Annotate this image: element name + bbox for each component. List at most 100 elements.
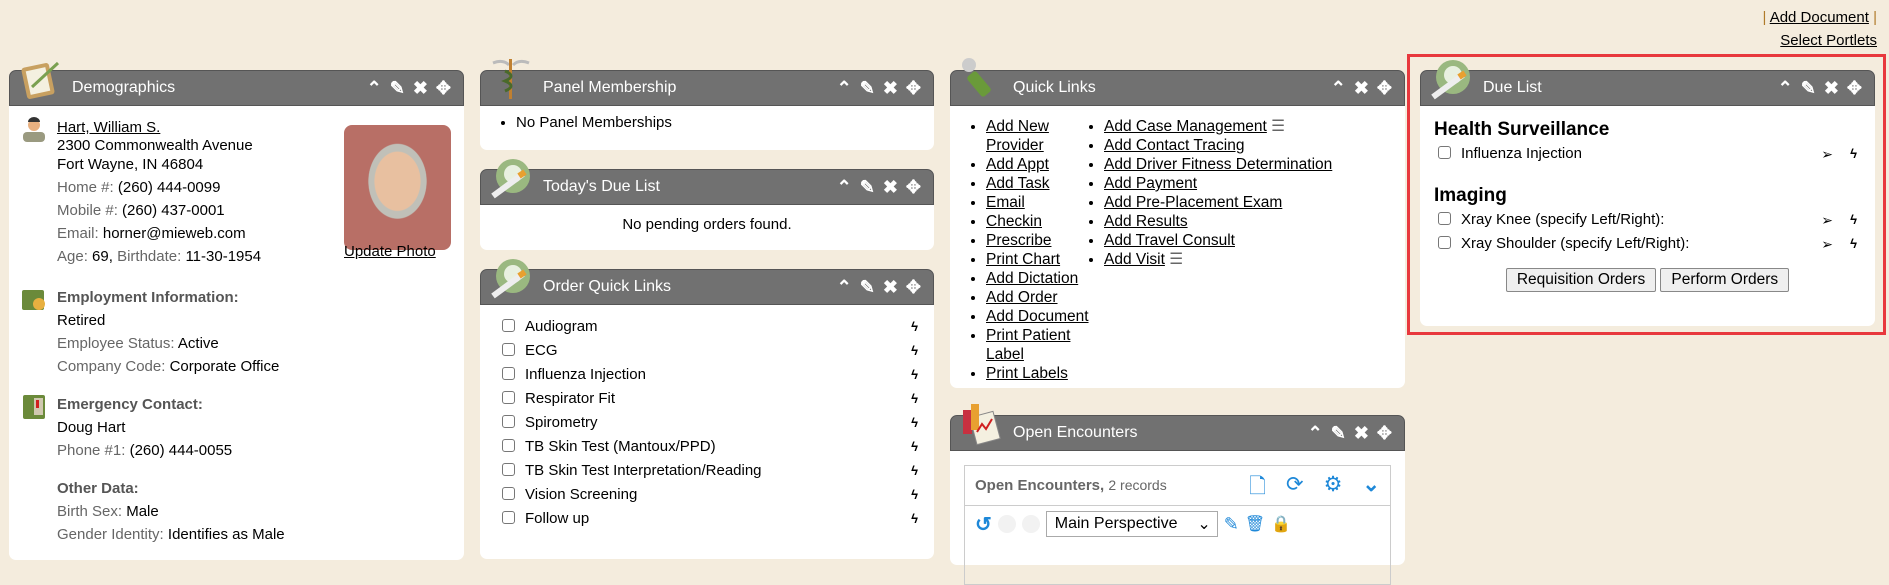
order-checkbox[interactable] [502, 487, 515, 500]
new-document-icon[interactable]: 🗋 [1249, 475, 1266, 498]
move-icon[interactable]: ✥ [905, 177, 921, 197]
panel-header[interactable]: Due List ⌃ ✎ ✖ ✥ [1420, 60, 1875, 106]
perform-orders-button[interactable]: Perform Orders [1660, 268, 1790, 292]
patient-name-link[interactable]: Hart, William S. [57, 119, 161, 136]
quick-link[interactable]: Add Payment [1104, 175, 1198, 192]
order-checkbox[interactable] [502, 367, 515, 380]
close-icon[interactable]: ✖ [1353, 423, 1369, 443]
lightning-icon[interactable]: ϟ [911, 391, 918, 406]
due-checkbox[interactable] [1438, 236, 1451, 249]
close-icon[interactable]: ✖ [1823, 78, 1839, 98]
collapse-icon[interactable]: ⌃ [1307, 423, 1323, 443]
quick-link[interactable]: Add Case Management [1104, 118, 1267, 135]
quick-link[interactable]: Add Pre-Placement Exam [1104, 194, 1283, 211]
requisition-orders-button[interactable]: Requisition Orders [1505, 268, 1657, 292]
quick-link[interactable]: Checkin [986, 213, 1042, 230]
lightning-icon[interactable]: ϟ [911, 415, 918, 430]
collapse-icon[interactable]: ⌃ [1777, 78, 1793, 98]
close-icon[interactable]: ✖ [1353, 78, 1369, 98]
order-checkbox[interactable] [502, 463, 515, 476]
update-photo-link[interactable]: Update Photo [344, 243, 436, 260]
quick-link[interactable]: Add Dictation [986, 270, 1079, 287]
move-icon[interactable]: ✥ [1376, 78, 1392, 98]
quick-link[interactable]: Email [986, 194, 1025, 211]
list-menu-icon[interactable]: ☰ [1271, 118, 1286, 135]
move-icon[interactable]: ✥ [1846, 78, 1862, 98]
chevron-down-icon[interactable]: ⌄ [1362, 473, 1380, 496]
panel-header[interactable]: Demographics ⌃ ✎ ✖ ✥ [9, 61, 464, 106]
move-icon[interactable]: ✥ [905, 78, 921, 98]
quick-link[interactable]: Print Labels [986, 365, 1068, 382]
collapse-icon[interactable]: ⌃ [836, 277, 852, 297]
quick-link[interactable]: Add Visit [1104, 251, 1165, 268]
quick-link[interactable]: Prescribe [986, 232, 1052, 249]
quick-link[interactable]: Print Patient Label [986, 327, 1071, 363]
edit-icon[interactable]: ✎ [389, 78, 405, 98]
reset-icon[interactable]: ↺ [975, 513, 992, 536]
list-menu-icon[interactable]: ☰ [1169, 251, 1184, 268]
quick-link[interactable]: Print Chart [986, 251, 1061, 268]
select-portlets-link[interactable]: Select Portlets [1780, 32, 1877, 49]
move-icon[interactable]: ✥ [905, 277, 921, 297]
panel-header[interactable]: Quick Links ⌃ ✖ ✥ [950, 58, 1405, 106]
lightning-icon[interactable]: ϟ [1850, 146, 1857, 161]
edit-icon[interactable]: ✎ [859, 277, 875, 297]
send-icon[interactable]: ➢ [1821, 212, 1833, 228]
lightning-icon[interactable]: ϟ [911, 511, 918, 526]
send-icon[interactable]: ➢ [1821, 236, 1833, 252]
lightning-icon[interactable]: ϟ [911, 343, 918, 358]
perspective-select[interactable]: Main Perspective ⌄ [1045, 511, 1218, 537]
add-document-link[interactable]: Add Document [1769, 9, 1869, 26]
refresh-icon[interactable]: ⟳ [1285, 473, 1304, 496]
close-icon[interactable]: ✖ [882, 277, 898, 297]
next-icon[interactable] [1021, 515, 1040, 533]
edit-icon[interactable]: ✎ [1223, 513, 1239, 534]
lightning-icon[interactable]: ϟ [1850, 212, 1857, 227]
due-checkbox[interactable] [1438, 212, 1451, 225]
order-checkbox[interactable] [502, 415, 515, 428]
collapse-icon[interactable]: ⌃ [1330, 78, 1346, 98]
lightning-icon[interactable]: ϟ [911, 319, 918, 334]
close-icon[interactable]: ✖ [882, 78, 898, 98]
collapse-icon[interactable]: ⌃ [366, 78, 382, 98]
quick-link[interactable]: Add Contact Tracing [1104, 137, 1245, 154]
order-checkbox[interactable] [502, 391, 515, 404]
quick-link[interactable]: Add Task [986, 175, 1050, 192]
order-checkbox[interactable] [502, 511, 515, 524]
lightning-icon[interactable]: ϟ [911, 367, 918, 382]
quick-link[interactable]: Add Appt [986, 156, 1049, 173]
quick-link[interactable]: Add Order [986, 289, 1058, 306]
panel-header[interactable]: Open Encounters ⌃ ✎ ✖ ✥ [950, 404, 1405, 451]
edit-icon[interactable]: ✎ [1330, 423, 1346, 443]
panel-header[interactable]: Order Quick Links ⌃ ✎ ✖ ✥ [480, 259, 934, 305]
quick-link[interactable]: Add Results [1104, 213, 1188, 230]
edit-icon[interactable]: ✎ [859, 78, 875, 98]
quick-link[interactable]: Add Driver Fitness Determination [1104, 156, 1333, 173]
panel-header[interactable]: Panel Membership ⌃ ✎ ✖ ✥ [480, 59, 934, 106]
move-icon[interactable]: ✥ [435, 78, 451, 98]
close-icon[interactable]: ✖ [882, 177, 898, 197]
edit-icon[interactable]: ✎ [1800, 78, 1816, 98]
order-checkbox[interactable] [502, 439, 515, 452]
lightning-icon[interactable]: ϟ [911, 439, 918, 454]
previous-icon[interactable] [997, 515, 1016, 533]
order-checkbox[interactable] [502, 319, 515, 332]
edit-icon[interactable]: ✎ [859, 177, 875, 197]
order-checkbox[interactable] [502, 343, 515, 356]
collapse-icon[interactable]: ⌃ [836, 177, 852, 197]
lock-icon[interactable]: 🔒 [1271, 516, 1292, 533]
settings-gear-icon[interactable]: ⚙ [1323, 473, 1343, 496]
quick-link[interactable]: Add Travel Consult [1104, 232, 1235, 249]
trash-icon[interactable]: 🗑 [1244, 516, 1266, 533]
lightning-icon[interactable]: ϟ [1850, 236, 1857, 251]
quick-link[interactable]: Add New Provider [986, 118, 1049, 154]
collapse-icon[interactable]: ⌃ [836, 78, 852, 98]
send-icon[interactable]: ➢ [1821, 146, 1833, 162]
lightning-icon[interactable]: ϟ [911, 463, 918, 478]
panel-header[interactable]: Today's Due List ⌃ ✎ ✖ ✥ [480, 159, 934, 205]
lightning-icon[interactable]: ϟ [911, 487, 918, 502]
quick-link[interactable]: Add Document [986, 308, 1089, 325]
move-icon[interactable]: ✥ [1376, 423, 1392, 443]
due-checkbox[interactable] [1438, 146, 1451, 159]
close-icon[interactable]: ✖ [412, 78, 428, 98]
